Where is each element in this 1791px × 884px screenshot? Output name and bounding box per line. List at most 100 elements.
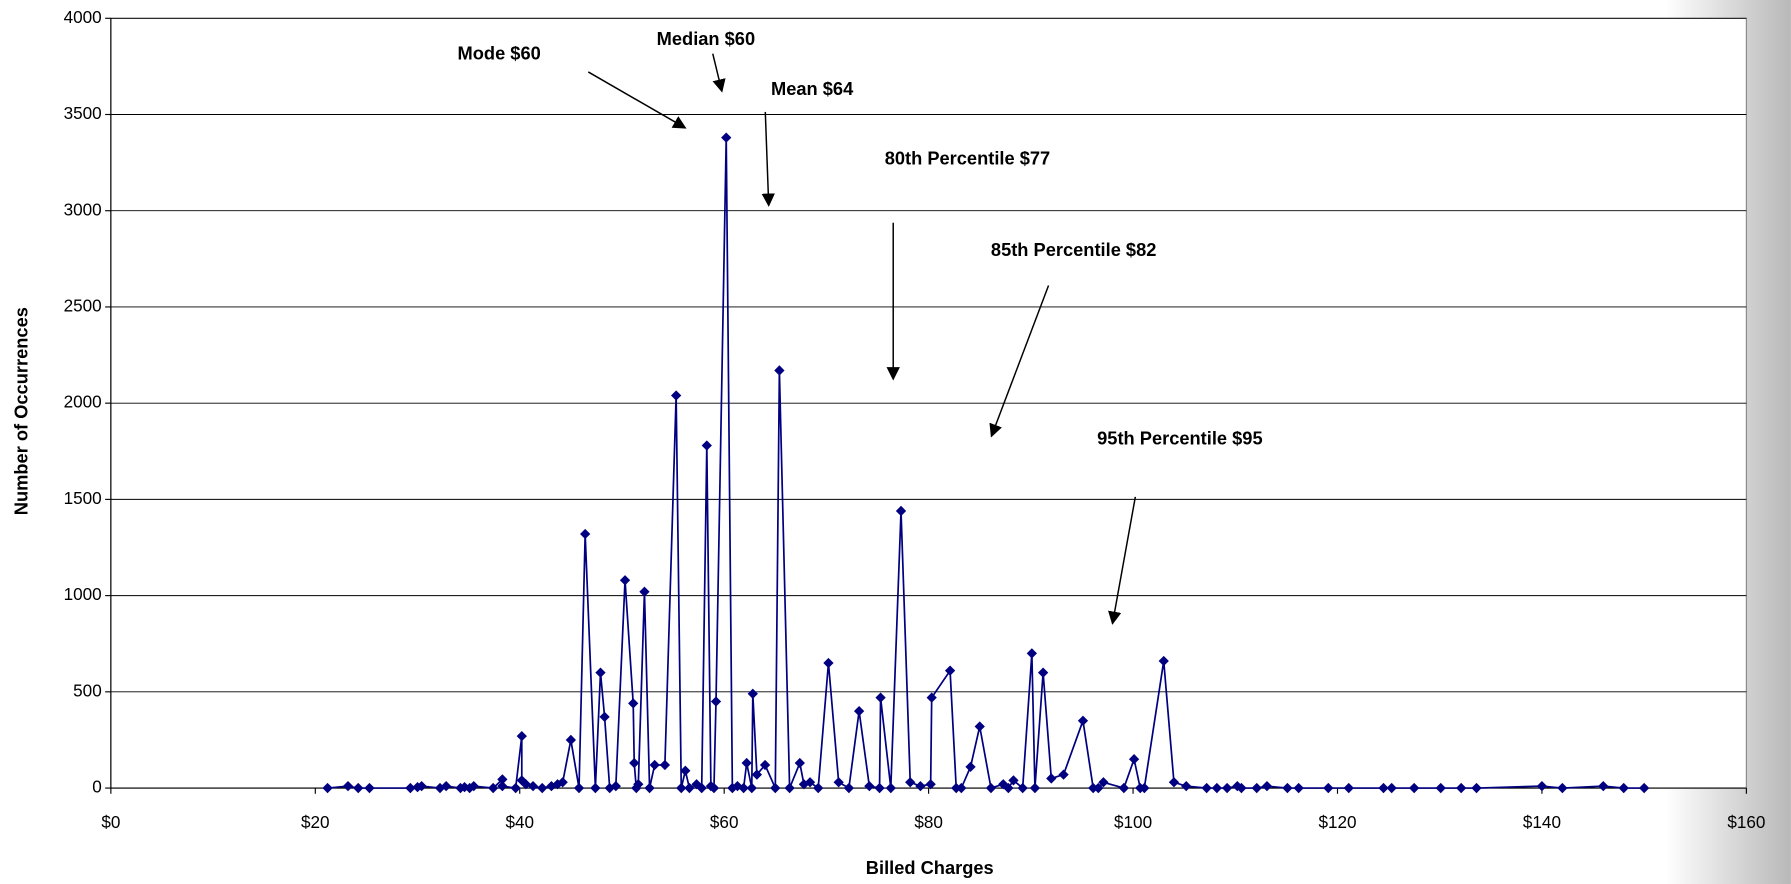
data-point: [573, 782, 585, 794]
data-point: [580, 528, 591, 540]
y-tick-label: 4000: [64, 7, 102, 27]
data-point: [565, 734, 576, 746]
annotation: Median $60: [657, 28, 755, 49]
data-point: [1093, 782, 1104, 794]
data-point: [784, 782, 795, 794]
data-point: [875, 692, 886, 703]
data-point: [944, 665, 956, 676]
data-point: [925, 779, 936, 790]
data-point: [629, 757, 640, 769]
x-tick-label: $60: [710, 812, 739, 832]
data-point: [416, 780, 427, 792]
annotation: Mode $60: [458, 43, 541, 64]
y-tick-label: 2000: [64, 392, 102, 412]
annotation: 85th Percentile $82: [991, 239, 1157, 260]
data-point: [710, 696, 722, 707]
data-point: [770, 782, 781, 794]
data-point: [853, 705, 865, 717]
data-point: [342, 780, 354, 792]
data-point: [1168, 777, 1180, 788]
data-point: [659, 759, 671, 771]
y-tick-label: 2500: [64, 295, 102, 315]
data-point: [1008, 775, 1019, 786]
data-point: [633, 779, 644, 790]
data-point: [1058, 769, 1069, 780]
arrow: [1108, 496, 1137, 625]
data-point: [747, 688, 758, 699]
x-axis-title: Billed Charges: [866, 857, 994, 878]
arrow: [587, 71, 687, 129]
data-point: [804, 777, 816, 788]
data-point: [684, 782, 695, 794]
data-point: [1128, 754, 1140, 765]
x-tick-label: $80: [914, 812, 943, 832]
annotation-arrows: [587, 53, 1137, 625]
data-point: [1323, 782, 1334, 794]
annotation: 95th Percentile $95: [1097, 428, 1263, 449]
data-point: [1557, 782, 1568, 794]
data-point: [833, 777, 844, 788]
data-point: [1029, 782, 1041, 794]
data-point: [1201, 782, 1212, 794]
data-point: [364, 782, 375, 794]
data-point: [864, 780, 875, 792]
data-point: [670, 390, 682, 401]
x-tick-label: $140: [1523, 812, 1561, 832]
data-point: [676, 782, 687, 794]
x-tick-label: $160: [1727, 812, 1765, 832]
data-point: [895, 505, 907, 517]
data-point: [680, 765, 691, 776]
data-point: [885, 782, 896, 794]
y-tick-label: 0: [92, 777, 102, 797]
data-point: [537, 782, 548, 794]
data-point: [1618, 782, 1629, 794]
data-point: [905, 777, 916, 788]
data-point: [823, 657, 834, 669]
data-point: [874, 782, 885, 794]
x-tick-label: $0: [101, 812, 120, 832]
data-point: [759, 759, 771, 771]
data-point: [1181, 780, 1192, 792]
data-point: [322, 782, 333, 794]
data-point: [1118, 782, 1130, 794]
y-tick-label: 3000: [64, 199, 102, 219]
arrow: [989, 285, 1050, 438]
data-point: [1536, 780, 1548, 792]
data-point: [1471, 782, 1482, 794]
data-point: [926, 692, 937, 703]
y-tick-label: 1000: [64, 584, 102, 604]
data-point: [746, 782, 757, 794]
data-point: [794, 757, 805, 769]
y-tick-label: 500: [73, 680, 102, 700]
data-point: [644, 782, 655, 794]
data-point: [1046, 773, 1057, 784]
data-point: [639, 586, 650, 597]
data-point: [985, 782, 997, 794]
data-point: [956, 782, 967, 794]
data-point: [510, 782, 521, 794]
data-point: [405, 782, 416, 794]
data-point: [708, 782, 720, 794]
arrow: [761, 111, 775, 207]
data-point: [590, 782, 601, 794]
data-point: [1409, 782, 1420, 794]
data-point: [516, 730, 527, 742]
annotation: 80th Percentile $77: [885, 148, 1051, 169]
data-point: [965, 761, 976, 773]
data-point: [813, 782, 824, 794]
data-point: [1378, 782, 1389, 794]
grid: 0 500 1000 1500 2000 2500 3000 3500 4000 $0 $20 $40…: [64, 7, 1766, 832]
annotation: Mean $64: [771, 78, 854, 99]
data-point: [599, 711, 610, 722]
data-point: [751, 769, 763, 780]
data-point: [1003, 782, 1014, 794]
data-point: [915, 780, 926, 792]
x-tick-label: $20: [301, 812, 330, 832]
data-point: [1139, 782, 1150, 794]
data-point: [497, 774, 508, 785]
data-point: [1017, 782, 1028, 794]
arrow: [712, 53, 726, 93]
data-point: [488, 782, 499, 794]
data-point: [974, 721, 985, 732]
data-point: [843, 782, 855, 794]
